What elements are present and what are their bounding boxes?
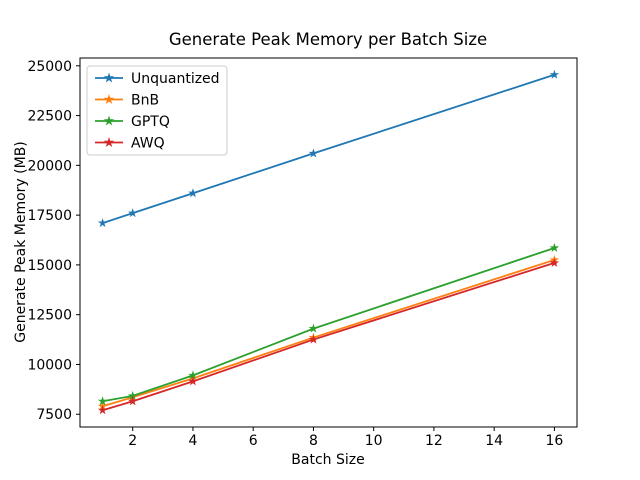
legend: Unquantized BnB GPTQ AWQ	[86, 65, 228, 156]
legend-marker-BnB	[103, 94, 115, 104]
x-tick-label-10: 10	[365, 433, 383, 449]
marker-GPTQ-x4	[188, 370, 198, 380]
marker-AWQ-x16	[549, 257, 560, 267]
legend-marker-Unquantized	[103, 72, 115, 83]
axes-spines	[79, 57, 578, 428]
marker-AWQ-x4	[188, 376, 198, 386]
legend-label-BnB: BnB	[131, 93, 159, 109]
x-tick-label-2: 2	[128, 433, 137, 449]
marker-AWQ-x8	[308, 334, 319, 344]
marker-GPTQ-x2	[127, 390, 138, 400]
y-tick-label-10000: 10000	[27, 357, 72, 373]
marker-Unquantized-x1	[97, 218, 108, 228]
x-tick-label-4: 4	[188, 433, 197, 449]
marker-AWQ-x2	[127, 396, 138, 406]
y-tick-label-17500: 17500	[27, 208, 72, 224]
x-tick-label-12: 12	[425, 433, 443, 449]
y-tick-label-20000: 20000	[27, 158, 72, 174]
x-tick-label-14: 14	[485, 433, 503, 449]
marker-AWQ-x1	[97, 405, 108, 415]
chart-title: Generate Peak Memory per Batch Size	[169, 30, 487, 49]
x-tick-label-6: 6	[249, 433, 258, 449]
axis-ticks: 2 4 6 8 10 12 14 16 7500 10000 12500 15000 17500 2000…	[27, 59, 563, 449]
data-series	[97, 69, 560, 415]
legend-box	[86, 65, 228, 156]
marker-Unquantized-x8	[308, 148, 319, 158]
marker-Unquantized-x4	[188, 188, 198, 198]
legend-label-GPTQ: GPTQ	[131, 114, 170, 130]
marker-GPTQ-x1	[97, 396, 108, 406]
legend-label-AWQ: AWQ	[131, 136, 165, 152]
y-tick-label-12500: 12500	[27, 308, 72, 324]
marker-Unquantized-x16	[549, 69, 560, 79]
legend-marker-AWQ	[103, 137, 115, 147]
y-tick-label-25000: 25000	[27, 59, 72, 75]
marker-GPTQ-x16	[549, 242, 560, 253]
legend-marker-GPTQ	[103, 115, 115, 126]
y-axis-label: Generate Peak Memory (MB)	[13, 141, 29, 343]
y-tick-label-7500: 7500	[36, 407, 72, 423]
y-tick-label-15000: 15000	[27, 258, 72, 274]
y-tick-label-22500: 22500	[27, 109, 72, 125]
x-tick-label-8: 8	[309, 433, 318, 449]
x-tick-label-16: 16	[545, 433, 563, 449]
marker-GPTQ-x8	[308, 323, 319, 333]
marker-Unquantized-x2	[127, 208, 138, 218]
legend-label-Unquantized: Unquantized	[131, 71, 220, 87]
x-axis-label: Batch Size	[291, 452, 364, 468]
